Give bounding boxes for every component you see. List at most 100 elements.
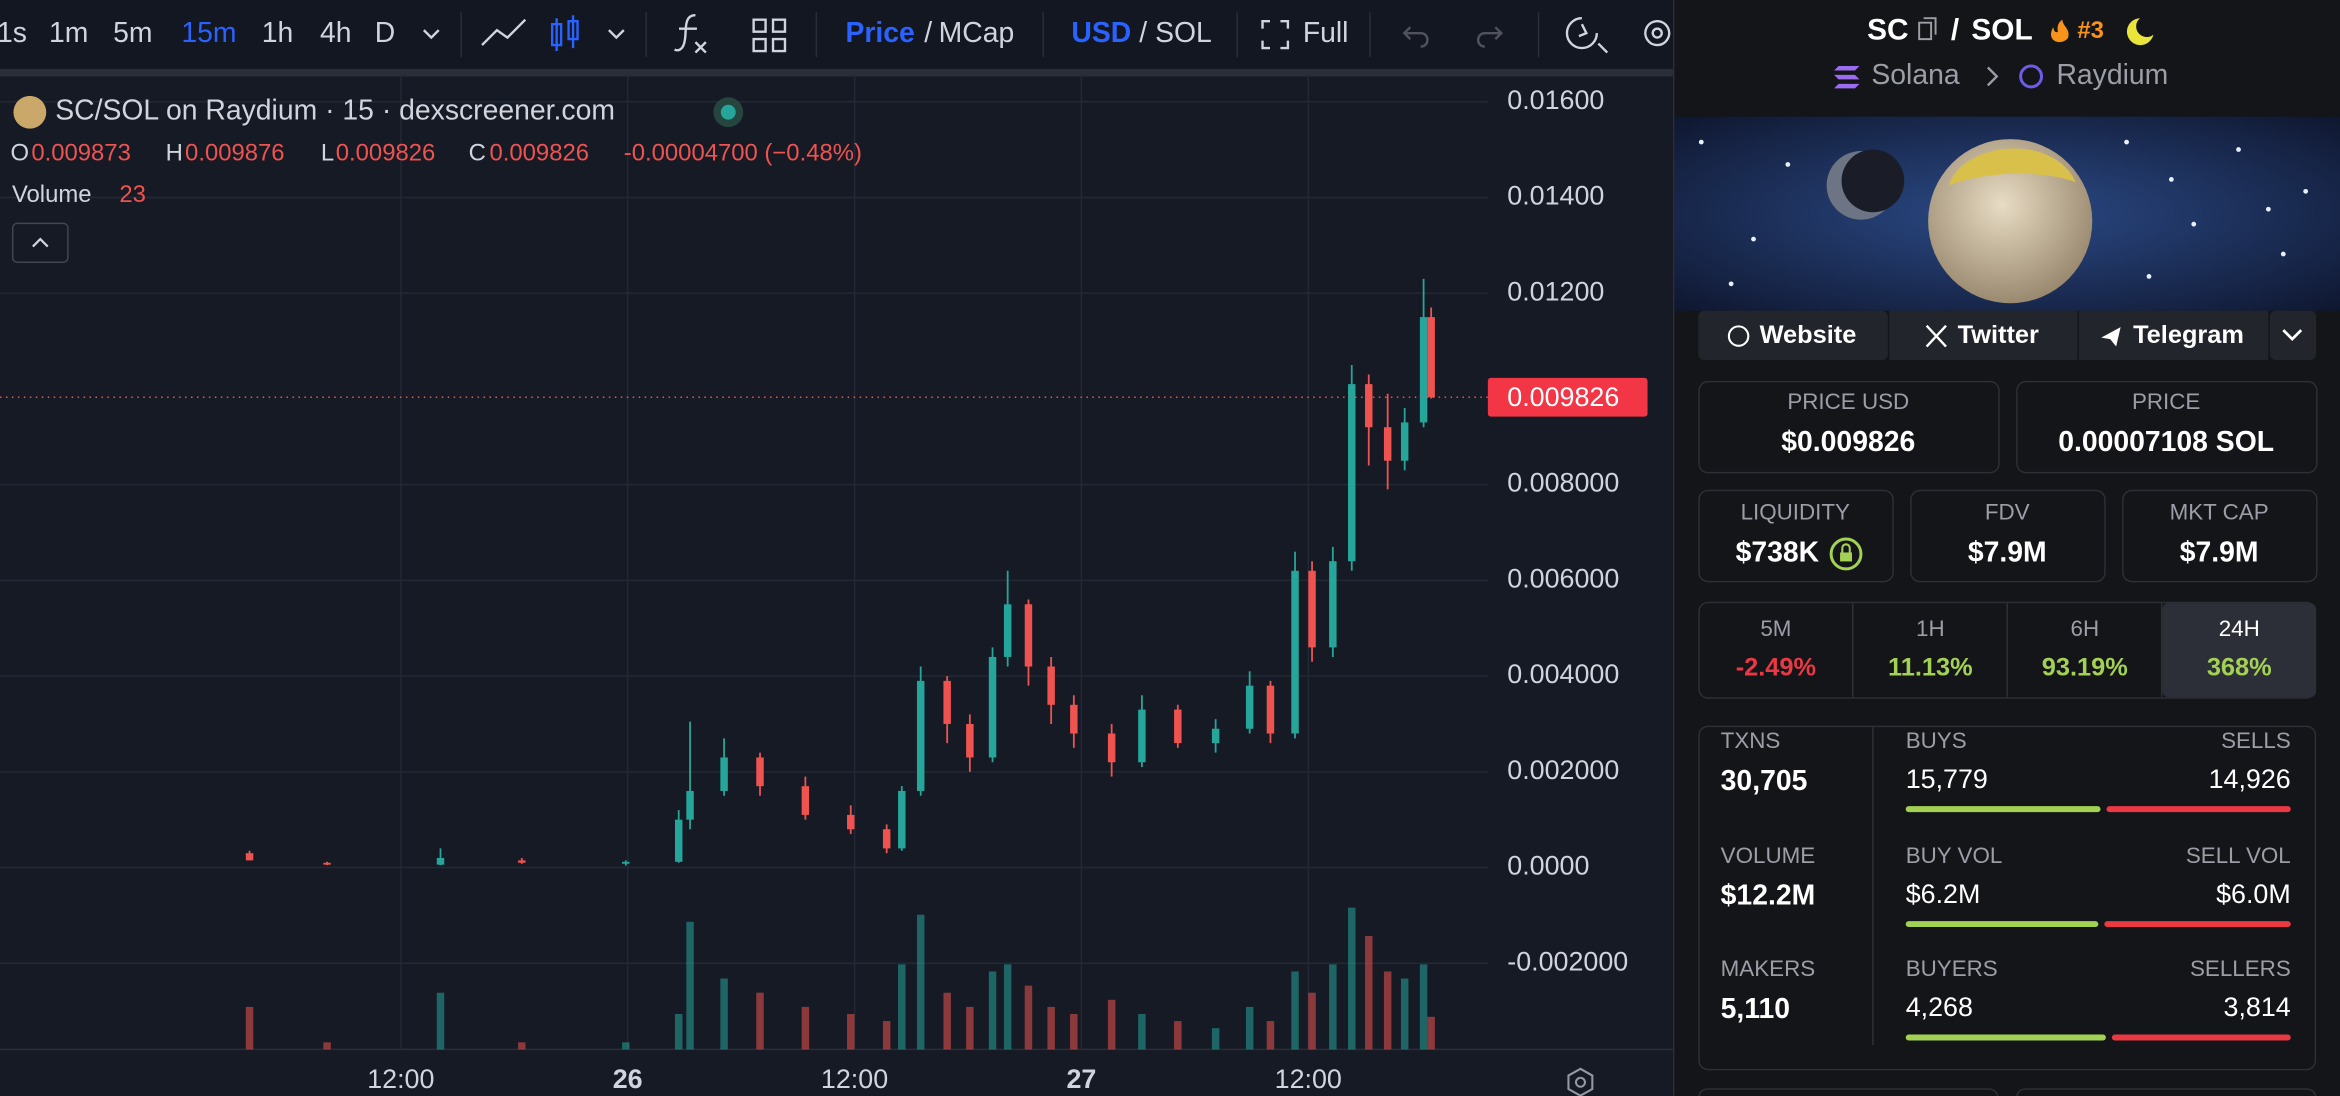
link-label[interactable]: Twitter <box>1958 321 2039 349</box>
interval-button[interactable]: 1s <box>0 17 27 49</box>
raydium-icon <box>2019 64 2044 89</box>
volume-bar <box>1329 964 1337 1050</box>
metric-value: $738K <box>1736 536 1820 568</box>
volume-bar <box>1174 1021 1182 1050</box>
undo-icon[interactable] <box>1402 26 1429 48</box>
interval-button[interactable]: 5m <box>113 17 152 49</box>
sol-toggle[interactable]: SOL <box>1155 17 1212 49</box>
dex-name: Raydium <box>2056 59 2168 91</box>
candle-body <box>1003 604 1012 657</box>
y-tick-label: 0.01200 <box>1507 276 1604 306</box>
last-price-label: 0.009826 <box>1507 382 1619 412</box>
change-value[interactable]: 368% <box>2207 654 2272 682</box>
sell-bar <box>2106 806 2291 813</box>
volume-bar <box>436 992 445 1050</box>
candle-body <box>1024 604 1033 667</box>
buy-bar <box>1905 1034 2106 1041</box>
stat-label: TXNS <box>1721 728 1781 753</box>
y-tick-label: 0.008000 <box>1507 468 1619 498</box>
change-label[interactable]: 5M <box>1760 616 1791 641</box>
lock-shackle <box>1841 543 1851 553</box>
metric-value: $7.9M <box>1968 536 2047 568</box>
buy-bar <box>1905 806 2101 813</box>
change-label[interactable]: 24H <box>2219 616 2260 641</box>
volume-bar <box>882 1021 891 1050</box>
candle-body <box>966 723 974 758</box>
volume-bar <box>916 914 925 1050</box>
settings-icon[interactable] <box>1644 20 1671 47</box>
chain-name: Solana <box>1871 59 1959 91</box>
interval-button[interactable]: 4h <box>320 17 352 49</box>
change-label[interactable]: 1H <box>1916 616 1945 641</box>
candle-body <box>916 680 925 791</box>
candle-body <box>1291 570 1299 734</box>
fullscreen-button[interactable]: Full <box>1303 17 1349 49</box>
interval-button[interactable]: 1h <box>262 17 294 49</box>
candle-body <box>518 860 526 863</box>
copy-icon[interactable] <box>1918 17 1937 41</box>
volume-bar <box>720 978 728 1050</box>
change-value[interactable]: 11.13% <box>1888 654 1973 682</box>
price-value: 0.00007108 SOL <box>2058 426 2274 458</box>
volume-bar <box>898 964 906 1050</box>
volume-bar <box>1024 985 1033 1050</box>
dropdown-icon[interactable] <box>422 29 440 40</box>
ohlc-key: H <box>166 139 183 166</box>
split-label: SELLS <box>2221 728 2291 753</box>
ohlc-value: 0.009873 <box>31 139 131 166</box>
usd-toggle[interactable]: USD <box>1071 17 1131 49</box>
chart-background <box>0 0 1673 1096</box>
stats-card <box>1698 725 2317 1071</box>
mcap-toggle[interactable]: MCap <box>939 17 1015 49</box>
more-links-button[interactable] <box>2269 310 2317 360</box>
candle-body <box>847 814 855 830</box>
live-dot <box>720 104 736 120</box>
quote-symbol: SOL <box>1971 14 2032 47</box>
candle-body <box>1211 728 1220 744</box>
candle-body <box>1329 561 1337 648</box>
layout-icon[interactable] <box>752 18 787 53</box>
star <box>1728 281 1734 287</box>
y-tick-label: 0.01400 <box>1507 181 1604 211</box>
line-chart-icon[interactable] <box>481 18 527 46</box>
indicator-icon[interactable] <box>674 14 707 54</box>
redo-icon[interactable] <box>1476 26 1503 48</box>
metric-label: LIQUIDITY <box>1741 500 1850 525</box>
price-toggle[interactable]: Price <box>845 17 914 49</box>
interval-button[interactable]: 15m <box>181 17 236 49</box>
candle-body <box>436 857 445 865</box>
telegram-icon <box>2101 327 2121 347</box>
fullscreen-icon[interactable] <box>1261 20 1290 50</box>
volume-bar <box>966 1006 974 1050</box>
link-label[interactable]: Website <box>1760 321 1857 349</box>
candle-body <box>1308 570 1316 648</box>
volume-bar <box>1047 1006 1055 1050</box>
change-label[interactable]: 6H <box>2071 616 2100 641</box>
candle-icon[interactable] <box>550 15 579 52</box>
candle-body <box>1266 685 1275 734</box>
change-value[interactable]: -2.49% <box>1736 654 1816 682</box>
volume-bar <box>1291 971 1299 1050</box>
collapse-legend-button[interactable] <box>11 222 69 263</box>
split-value: 3,814 <box>2224 992 2291 1022</box>
volume-bar <box>1070 1013 1078 1050</box>
y-tick-label: 0.0000 <box>1507 851 1589 881</box>
candle-body <box>1245 685 1254 729</box>
change-value[interactable]: 93.19% <box>2042 654 2128 682</box>
toggle-separator: / <box>1139 17 1147 49</box>
link-label[interactable]: Telegram <box>2133 321 2244 349</box>
replay-icon[interactable] <box>1565 17 1609 54</box>
stat-label: MAKERS <box>1721 956 1816 981</box>
candle-body <box>1174 709 1182 744</box>
moon-shadow <box>1841 149 1905 213</box>
candle-body <box>1365 384 1373 428</box>
interval-button[interactable]: 1m <box>49 17 88 49</box>
trending-rank: #3 <box>2077 17 2104 44</box>
interval-button[interactable]: D <box>375 17 395 49</box>
candle-body <box>674 819 683 862</box>
link-button[interactable] <box>1889 310 2078 360</box>
y-tick-label: 0.002000 <box>1507 755 1619 785</box>
dropdown-icon[interactable] <box>608 29 625 40</box>
link-button[interactable] <box>1698 310 1888 360</box>
